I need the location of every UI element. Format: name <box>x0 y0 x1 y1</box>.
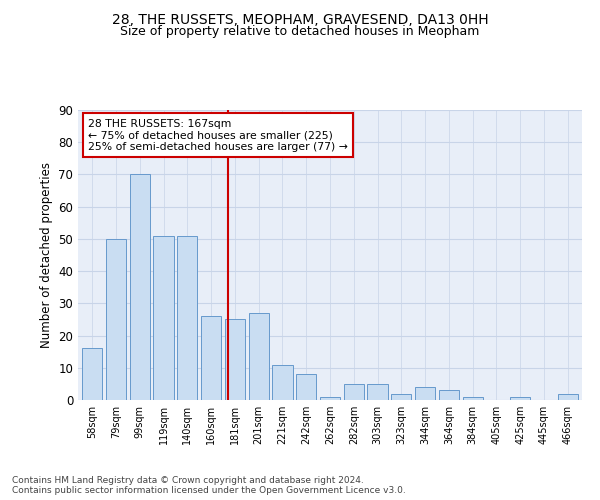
Bar <box>154 236 173 400</box>
Bar <box>320 397 340 400</box>
Text: Size of property relative to detached houses in Meopham: Size of property relative to detached ho… <box>121 25 479 38</box>
Bar <box>415 387 435 400</box>
Bar <box>344 384 364 400</box>
Bar <box>296 374 316 400</box>
Bar <box>272 364 293 400</box>
Bar <box>82 348 103 400</box>
Text: 28, THE RUSSETS, MEOPHAM, GRAVESEND, DA13 0HH: 28, THE RUSSETS, MEOPHAM, GRAVESEND, DA1… <box>112 12 488 26</box>
Bar <box>463 397 483 400</box>
Bar <box>391 394 412 400</box>
Y-axis label: Number of detached properties: Number of detached properties <box>40 162 53 348</box>
Bar <box>177 236 197 400</box>
Bar <box>225 320 245 400</box>
Text: Contains public sector information licensed under the Open Government Licence v3: Contains public sector information licen… <box>12 486 406 495</box>
Bar <box>367 384 388 400</box>
Bar <box>201 316 221 400</box>
Bar <box>557 394 578 400</box>
Bar <box>439 390 459 400</box>
Bar <box>106 239 126 400</box>
Text: Contains HM Land Registry data © Crown copyright and database right 2024.: Contains HM Land Registry data © Crown c… <box>12 476 364 485</box>
Bar <box>248 313 269 400</box>
Text: 28 THE RUSSETS: 167sqm
← 75% of detached houses are smaller (225)
25% of semi-de: 28 THE RUSSETS: 167sqm ← 75% of detached… <box>88 118 348 152</box>
Bar <box>510 397 530 400</box>
Bar <box>130 174 150 400</box>
